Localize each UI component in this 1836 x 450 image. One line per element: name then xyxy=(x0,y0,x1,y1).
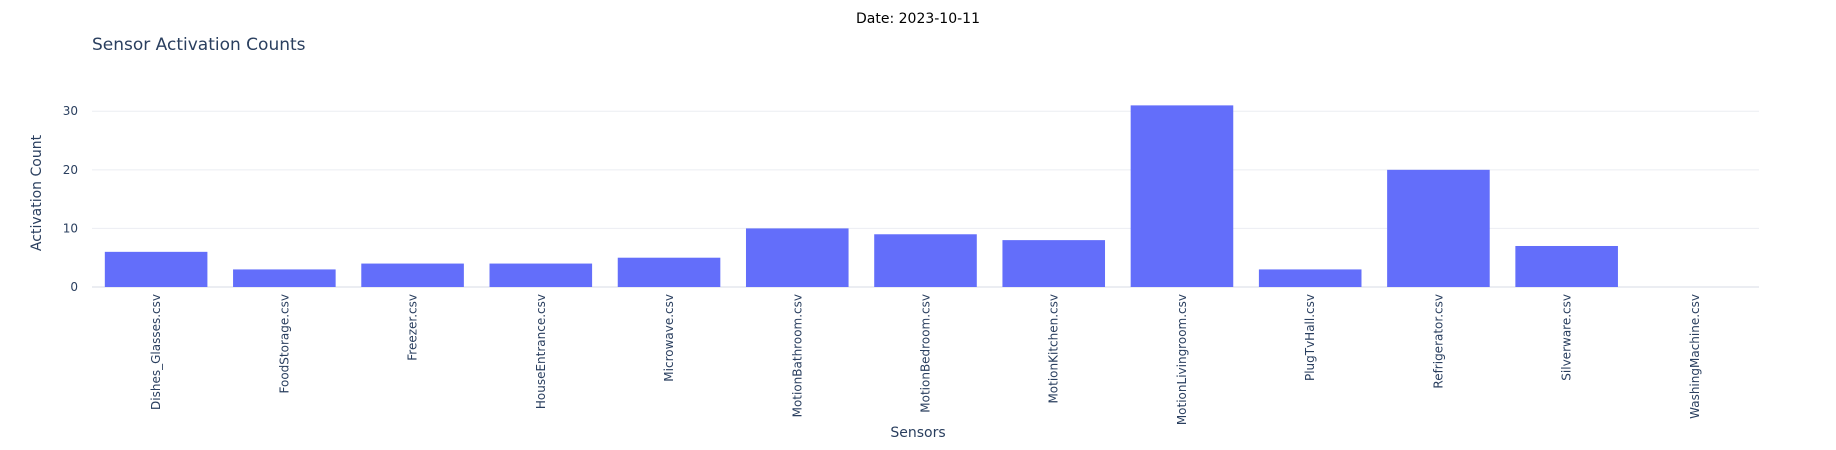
bar xyxy=(104,251,208,287)
x-tick-label: WashingMachine.csv xyxy=(1688,294,1702,419)
bar xyxy=(361,263,464,287)
bar xyxy=(745,228,849,287)
x-tick-label: MotionLivingroom.csv xyxy=(1175,294,1189,425)
x-tick-label: MotionBedroom.csv xyxy=(919,294,933,413)
x-tick-label: PlugTvHall.csv xyxy=(1303,294,1317,381)
bar xyxy=(233,269,336,287)
date-annotation: Date: 2023-10-11 xyxy=(856,11,980,27)
bar xyxy=(617,257,721,287)
bar xyxy=(1387,169,1490,287)
y-tick-label: 30 xyxy=(63,104,78,118)
y-tick-label: 0 xyxy=(70,280,78,294)
x-tick-label: Dishes_Glasses.csv xyxy=(149,294,163,410)
bar xyxy=(1002,240,1106,287)
x-tick-label: MotionBathroom.csv xyxy=(790,294,804,417)
x-axis-title: Sensors xyxy=(890,425,945,441)
x-axis-ticks: Dishes_Glasses.csv FoodStorage.csv Freezer… xyxy=(149,294,1702,425)
bar xyxy=(489,263,593,287)
chart-title: Sensor Activation Counts xyxy=(92,35,306,55)
bar xyxy=(1130,105,1234,287)
x-tick-label: Refrigerator.csv xyxy=(1431,294,1445,389)
bar xyxy=(1515,245,1618,287)
x-tick-label: Freezer.csv xyxy=(406,294,420,361)
x-tick-label: Microwave.csv xyxy=(662,294,676,382)
y-tick-label: 20 xyxy=(63,163,78,177)
x-tick-label: FoodStorage.csv xyxy=(277,294,291,394)
bar xyxy=(1258,269,1362,287)
x-tick-label: MotionKitchen.csv xyxy=(1047,294,1061,404)
x-tick-label: HouseEntrance.csv xyxy=(534,294,548,409)
bars xyxy=(104,105,1618,287)
y-axis-title: Activation Count xyxy=(29,134,45,251)
bar xyxy=(874,234,977,287)
y-axis-ticks: 0 10 20 30 xyxy=(63,104,78,294)
y-tick-label: 10 xyxy=(63,221,78,235)
x-tick-label: Silverware.csv xyxy=(1560,294,1574,381)
